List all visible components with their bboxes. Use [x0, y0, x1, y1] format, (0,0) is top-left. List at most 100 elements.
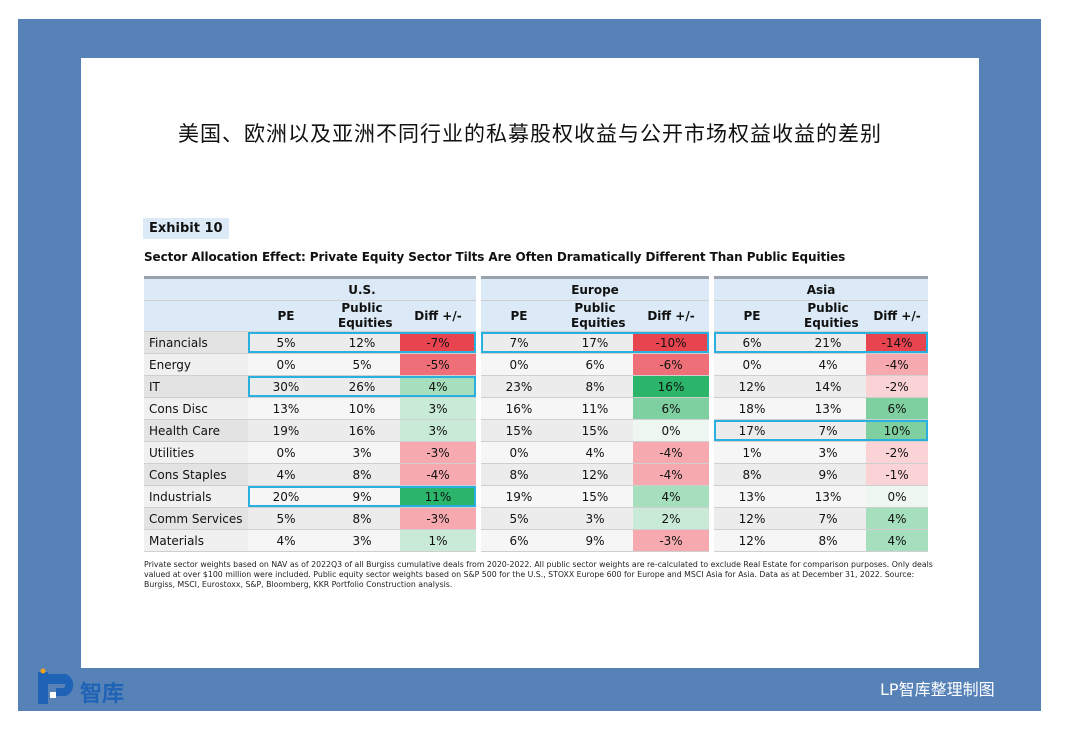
spacer: [476, 507, 481, 530]
column-header: Public Equities: [790, 300, 867, 332]
column-header: PE: [248, 300, 324, 332]
sector-label: Energy: [144, 353, 248, 376]
spacer: [476, 397, 481, 420]
figure-card: 美国、欧洲以及亚洲不同行业的私募股权收益与公开市场权益收益的差别 Exhibit…: [81, 58, 979, 668]
diff-value: -7%: [400, 331, 476, 354]
diff-value: 2%: [633, 507, 710, 530]
table-row: Industrials 20% 9% 11% 19% 15% 4% 13% 13% 0%: [144, 485, 929, 508]
public-value: 12%: [324, 331, 400, 354]
pe-value: 30%: [248, 375, 324, 398]
pe-value: 0%: [714, 353, 791, 376]
column-header: PE: [714, 300, 791, 332]
pe-value: 0%: [481, 441, 557, 464]
public-value: 3%: [557, 507, 633, 530]
table-row: Cons Disc 13% 10% 3% 16% 11% 6% 18% 13% 6%: [144, 397, 929, 420]
diff-value: -2%: [866, 441, 929, 464]
spacer: [709, 441, 715, 464]
table-row: Cons Staples 4% 8% -4% 8% 12% -4% 8% 9% -1%: [144, 463, 929, 486]
diff-value: -1%: [866, 463, 929, 486]
footnote: Private sector weights based on NAV as o…: [144, 560, 933, 589]
pe-value: 5%: [248, 331, 324, 354]
diff-value: -4%: [400, 463, 476, 486]
spacer: [476, 441, 481, 464]
pe-value: 18%: [714, 397, 791, 420]
public-value: 9%: [557, 529, 633, 552]
public-value: 3%: [790, 441, 867, 464]
diff-value: 6%: [633, 397, 710, 420]
pe-value: 5%: [248, 507, 324, 530]
public-value: 4%: [790, 353, 867, 376]
spacer: [709, 419, 715, 442]
public-value: 3%: [324, 441, 400, 464]
spacer: [476, 375, 481, 398]
public-value: 26%: [324, 375, 400, 398]
public-value: 4%: [557, 441, 633, 464]
diff-value: -3%: [400, 441, 476, 464]
diff-value: 3%: [400, 419, 476, 442]
table-row: Materials 4% 3% 1% 6% 9% -3% 12% 8% 4%: [144, 529, 929, 552]
spacer: [476, 353, 481, 376]
pe-value: 0%: [248, 353, 324, 376]
spacer: [476, 300, 481, 332]
diff-value: 0%: [633, 419, 710, 442]
pe-value: 16%: [481, 397, 557, 420]
pe-value: 17%: [714, 419, 791, 442]
region-header: Asia: [714, 276, 929, 301]
spacer: [709, 277, 715, 301]
diff-value: 0%: [866, 485, 929, 508]
header-blank: [144, 300, 248, 332]
table-row: Comm Services 5% 8% -3% 5% 3% 2% 12% 7% 4%: [144, 507, 929, 530]
pe-value: 0%: [481, 353, 557, 376]
diff-value: -4%: [633, 441, 710, 464]
public-value: 15%: [557, 419, 633, 442]
spacer: [709, 375, 715, 398]
public-value: 5%: [324, 353, 400, 376]
pe-value: 5%: [481, 507, 557, 530]
public-value: 7%: [790, 507, 867, 530]
pe-value: 6%: [714, 331, 791, 354]
pe-value: 13%: [714, 485, 791, 508]
spacer: [476, 529, 481, 552]
public-value: 16%: [324, 419, 400, 442]
pe-value: 0%: [248, 441, 324, 464]
diff-value: -3%: [400, 507, 476, 530]
spacer: [709, 331, 715, 354]
pe-value: 8%: [481, 463, 557, 486]
diff-value: -10%: [633, 331, 710, 354]
sector-label: Industrials: [144, 485, 248, 508]
diff-value: 4%: [866, 507, 929, 530]
sector-label: Comm Services: [144, 507, 248, 530]
public-value: 15%: [557, 485, 633, 508]
diff-value: -4%: [866, 353, 929, 376]
public-value: 7%: [790, 419, 867, 442]
public-value: 14%: [790, 375, 867, 398]
diff-value: -4%: [633, 463, 710, 486]
table-row: Health Care 19% 16% 3% 15% 15% 0% 17% 7% 10%: [144, 419, 929, 442]
public-value: 13%: [790, 485, 867, 508]
sector-allocation-table: U.S. Europe Asia PE Public Equities Diff +/- P…: [144, 276, 929, 552]
diff-value: 4%: [633, 485, 710, 508]
sector-label: Financials: [144, 331, 248, 354]
spacer: [709, 353, 715, 376]
pe-value: 8%: [714, 463, 791, 486]
pe-value: 15%: [481, 419, 557, 442]
diff-value: -6%: [633, 353, 710, 376]
public-value: 9%: [324, 485, 400, 508]
diff-value: 16%: [633, 375, 710, 398]
public-value: 11%: [557, 397, 633, 420]
pe-value: 12%: [714, 375, 791, 398]
table-body: U.S. Europe Asia PE Public Equities Diff +/- P…: [144, 276, 929, 552]
spacer: [476, 419, 481, 442]
sector-label: Materials: [144, 529, 248, 552]
chart-title: Sector Allocation Effect: Private Equity…: [144, 250, 846, 264]
diff-value: 4%: [866, 529, 929, 552]
spacer: [476, 331, 481, 354]
pe-value: 6%: [481, 529, 557, 552]
table-row: Financials 5% 12% -7% 7% 17% -10% 6% 21% -14%: [144, 331, 929, 354]
pe-value: 4%: [248, 463, 324, 486]
spacer: [476, 485, 481, 508]
diff-value: -5%: [400, 353, 476, 376]
pe-value: 19%: [481, 485, 557, 508]
spacer: [476, 277, 481, 301]
pe-value: 12%: [714, 507, 791, 530]
